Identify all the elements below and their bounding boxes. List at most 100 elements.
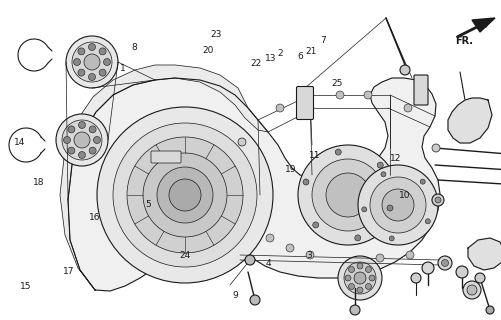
Circle shape (345, 275, 351, 281)
Circle shape (326, 173, 370, 217)
Circle shape (362, 207, 367, 212)
Circle shape (335, 149, 341, 155)
Circle shape (441, 260, 448, 267)
Circle shape (74, 59, 81, 66)
Circle shape (404, 104, 412, 112)
Circle shape (303, 179, 309, 185)
Text: 7: 7 (320, 36, 326, 45)
Circle shape (357, 287, 363, 293)
Circle shape (467, 285, 477, 295)
Circle shape (387, 205, 393, 211)
Circle shape (364, 91, 372, 99)
Circle shape (369, 275, 375, 281)
Text: 6: 6 (298, 52, 304, 60)
Text: 11: 11 (309, 151, 320, 160)
Text: FR.: FR. (455, 36, 473, 46)
Circle shape (432, 194, 444, 206)
FancyBboxPatch shape (414, 75, 428, 105)
Circle shape (78, 69, 85, 76)
Circle shape (56, 114, 108, 166)
Text: 9: 9 (232, 291, 238, 300)
Circle shape (89, 126, 96, 133)
Circle shape (349, 284, 355, 290)
Circle shape (366, 284, 371, 290)
Circle shape (358, 165, 438, 245)
Circle shape (355, 235, 361, 241)
Circle shape (357, 263, 363, 269)
Text: 21: 21 (305, 47, 316, 56)
Circle shape (66, 36, 118, 88)
Circle shape (99, 48, 106, 55)
Polygon shape (448, 98, 492, 143)
Polygon shape (60, 65, 268, 290)
Text: 17: 17 (64, 267, 75, 276)
Circle shape (432, 144, 440, 152)
Text: 18: 18 (34, 178, 45, 187)
Circle shape (169, 179, 201, 211)
Polygon shape (68, 78, 440, 291)
Polygon shape (468, 238, 501, 270)
Circle shape (312, 159, 384, 231)
Circle shape (377, 162, 383, 168)
Circle shape (400, 65, 410, 75)
Circle shape (89, 44, 96, 51)
Circle shape (381, 172, 386, 177)
Circle shape (266, 234, 274, 242)
Text: 10: 10 (399, 191, 410, 200)
Circle shape (420, 179, 425, 184)
Circle shape (349, 267, 355, 273)
Circle shape (456, 266, 468, 278)
Text: 14: 14 (15, 138, 26, 147)
Circle shape (89, 147, 96, 154)
Text: 16: 16 (90, 213, 101, 222)
Circle shape (422, 262, 434, 274)
Text: 4: 4 (265, 259, 271, 268)
Circle shape (286, 244, 294, 252)
Circle shape (94, 137, 101, 143)
Circle shape (306, 251, 314, 259)
Circle shape (97, 107, 273, 283)
Circle shape (382, 189, 414, 221)
Circle shape (336, 91, 344, 99)
Text: 23: 23 (211, 30, 222, 39)
Circle shape (338, 256, 382, 300)
Circle shape (298, 145, 398, 245)
FancyBboxPatch shape (151, 151, 181, 163)
Circle shape (78, 48, 85, 55)
Circle shape (99, 69, 106, 76)
Circle shape (245, 255, 255, 265)
Circle shape (389, 236, 394, 241)
Circle shape (68, 147, 75, 154)
Text: 13: 13 (265, 54, 276, 63)
Circle shape (143, 153, 227, 237)
Text: 5: 5 (145, 200, 151, 209)
Circle shape (350, 305, 360, 315)
Circle shape (276, 104, 284, 112)
Circle shape (157, 167, 213, 223)
Circle shape (438, 256, 452, 270)
Circle shape (74, 132, 90, 148)
Circle shape (68, 126, 75, 133)
Circle shape (89, 74, 96, 81)
Circle shape (79, 122, 86, 129)
Text: 19: 19 (285, 165, 296, 174)
Circle shape (238, 138, 246, 146)
Circle shape (354, 272, 366, 284)
Circle shape (64, 137, 71, 143)
Circle shape (475, 273, 485, 283)
Polygon shape (472, 18, 495, 32)
Text: 24: 24 (180, 252, 191, 260)
Text: 8: 8 (131, 43, 137, 52)
Circle shape (425, 219, 430, 224)
Circle shape (376, 254, 384, 262)
Text: 15: 15 (21, 282, 32, 291)
Circle shape (344, 262, 376, 294)
Circle shape (113, 123, 257, 267)
Circle shape (463, 281, 481, 299)
Circle shape (104, 59, 111, 66)
Circle shape (62, 120, 102, 160)
Text: 20: 20 (202, 46, 213, 55)
Circle shape (366, 267, 371, 273)
Circle shape (127, 137, 243, 253)
Circle shape (313, 222, 319, 228)
